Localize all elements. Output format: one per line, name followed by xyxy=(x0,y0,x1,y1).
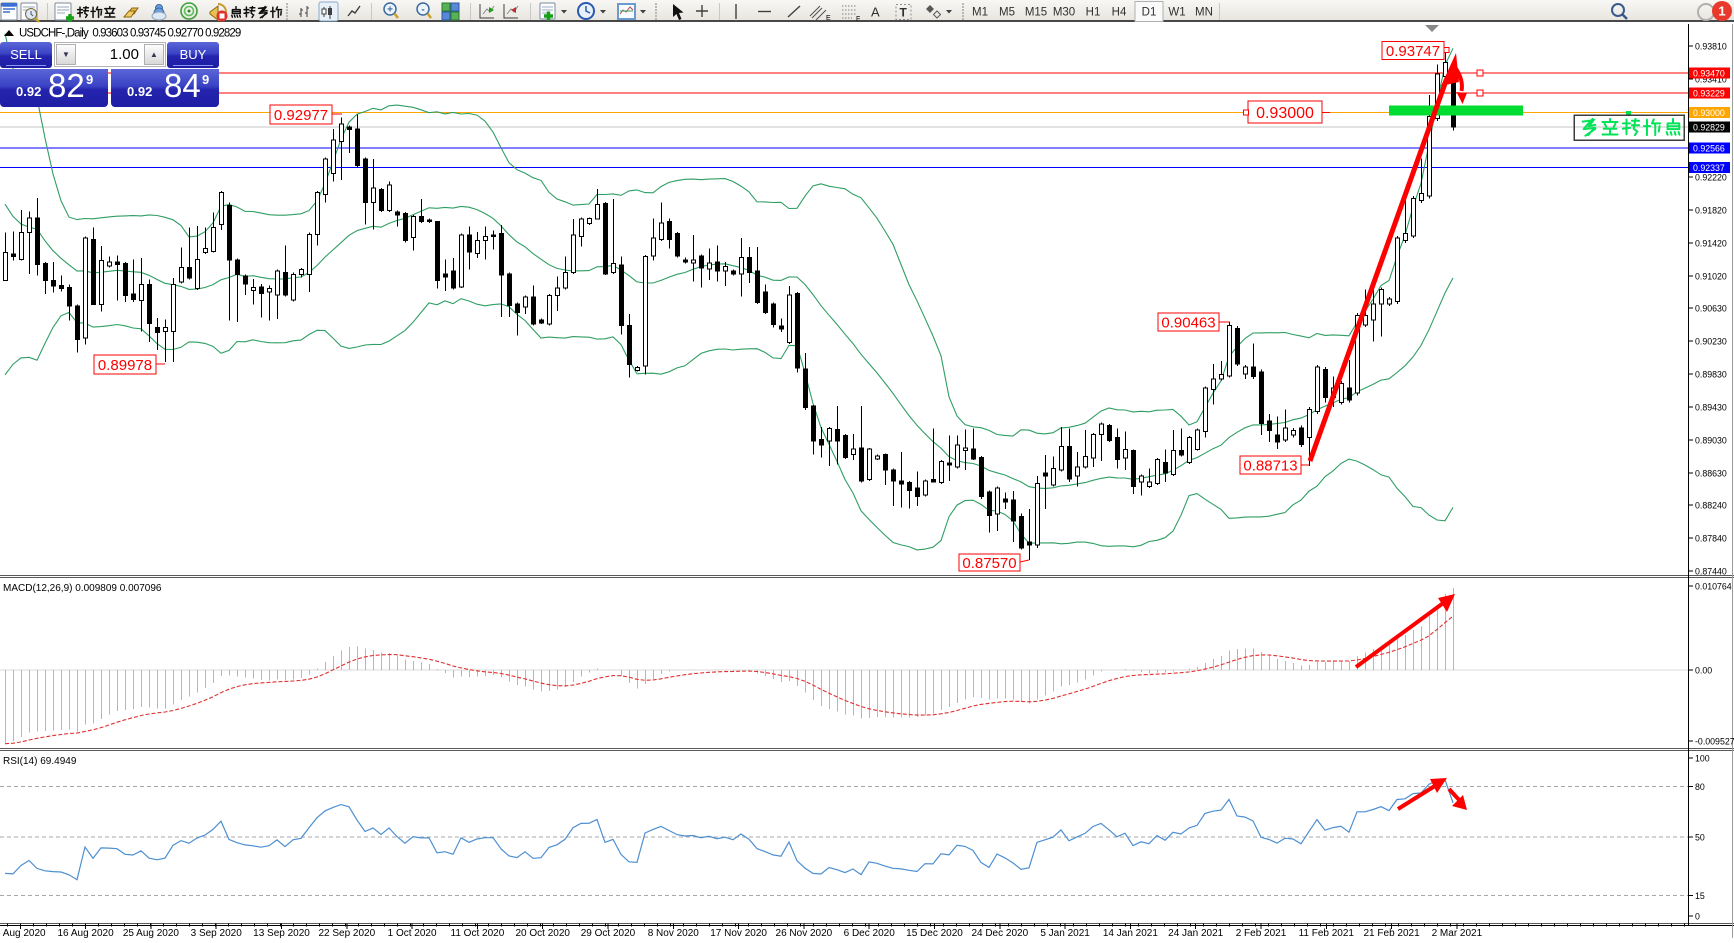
svg-text:+: + xyxy=(387,5,393,16)
svg-text:0.010764: 0.010764 xyxy=(1695,582,1732,592)
svg-text:0.90230: 0.90230 xyxy=(1695,337,1727,347)
svg-text:0.88713: 0.88713 xyxy=(1243,457,1297,474)
svg-text:-0.009527: -0.009527 xyxy=(1695,737,1734,747)
svg-text:6 Aug 2020: 6 Aug 2020 xyxy=(0,928,46,938)
svg-text:11 Oct 2020: 11 Oct 2020 xyxy=(451,928,505,938)
svg-text:16 Aug 2020: 16 Aug 2020 xyxy=(58,928,115,938)
svg-text:17 Nov 2020: 17 Nov 2020 xyxy=(710,928,767,938)
svg-text:W1: W1 xyxy=(1168,7,1185,19)
svg-text:8 Nov 2020: 8 Nov 2020 xyxy=(648,928,700,938)
svg-text:M1: M1 xyxy=(972,7,988,19)
svg-text:0.88630: 0.88630 xyxy=(1695,468,1727,478)
svg-text:0.93747: 0.93747 xyxy=(1386,43,1440,60)
svg-text:0.00: 0.00 xyxy=(1695,666,1712,676)
svg-text:22 Sep 2020: 22 Sep 2020 xyxy=(318,928,375,938)
svg-text:24 Dec 2020: 24 Dec 2020 xyxy=(971,928,1028,938)
svg-text:0.88240: 0.88240 xyxy=(1695,501,1727,511)
svg-text:2 Feb 2021: 2 Feb 2021 xyxy=(1236,928,1287,938)
svg-text:M5: M5 xyxy=(999,7,1015,19)
svg-text:MACD(12,26,9) 0.009809 0.00709: MACD(12,26,9) 0.009809 0.007096 xyxy=(3,583,162,594)
svg-text:MN: MN xyxy=(1195,7,1213,19)
svg-text:5 Jan 2021: 5 Jan 2021 xyxy=(1040,928,1090,938)
svg-text:0.93470: 0.93470 xyxy=(1693,69,1725,79)
svg-text:E: E xyxy=(826,15,831,22)
svg-text:M30: M30 xyxy=(1053,7,1075,19)
svg-text:80: 80 xyxy=(1695,782,1705,792)
svg-text:0.91420: 0.91420 xyxy=(1695,238,1727,248)
svg-text:29 Oct 2020: 29 Oct 2020 xyxy=(581,928,636,938)
svg-text:25 Aug 2020: 25 Aug 2020 xyxy=(123,928,180,938)
svg-text:0.89830: 0.89830 xyxy=(1695,369,1727,379)
svg-text:0.92337: 0.92337 xyxy=(1693,163,1725,173)
svg-text:0.93810: 0.93810 xyxy=(1695,42,1727,52)
svg-text:26 Nov 2020: 26 Nov 2020 xyxy=(776,928,833,938)
svg-text:F: F xyxy=(856,16,860,23)
svg-text:11 Feb 2021: 11 Feb 2021 xyxy=(1299,928,1355,938)
svg-text:21 Feb 2021: 21 Feb 2021 xyxy=(1364,928,1421,938)
svg-text:50: 50 xyxy=(1695,832,1705,842)
svg-text:15: 15 xyxy=(1695,891,1705,901)
svg-text:13 Sep 2020: 13 Sep 2020 xyxy=(253,928,310,938)
svg-text:0.93410: 0.93410 xyxy=(1695,74,1727,84)
svg-text:H4: H4 xyxy=(1112,7,1127,19)
svg-text:100: 100 xyxy=(1695,754,1710,764)
svg-text:0.89978: 0.89978 xyxy=(98,357,152,374)
svg-text:0.87440: 0.87440 xyxy=(1695,566,1727,576)
svg-text:T: T xyxy=(900,6,908,20)
svg-text:0.92829: 0.92829 xyxy=(1693,123,1725,133)
svg-text:0.90630: 0.90630 xyxy=(1695,304,1727,314)
svg-text:H1: H1 xyxy=(1086,7,1101,19)
svg-text:20 Oct 2020: 20 Oct 2020 xyxy=(515,928,570,938)
svg-text:6 Dec 2020: 6 Dec 2020 xyxy=(844,928,896,938)
svg-text:15 Dec 2020: 15 Dec 2020 xyxy=(906,928,963,938)
svg-text:0.93000: 0.93000 xyxy=(1256,105,1314,122)
svg-text:14 Jan 2021: 14 Jan 2021 xyxy=(1103,928,1158,938)
svg-text:24 Jan 2021: 24 Jan 2021 xyxy=(1168,928,1223,938)
svg-text:0.92220: 0.92220 xyxy=(1695,173,1727,183)
svg-text:3 Sep 2020: 3 Sep 2020 xyxy=(191,928,243,938)
svg-text:0.92977: 0.92977 xyxy=(274,107,328,124)
svg-text:0.90463: 0.90463 xyxy=(1161,314,1215,331)
svg-text:D1: D1 xyxy=(1142,7,1157,19)
svg-text:0.89430: 0.89430 xyxy=(1695,402,1727,412)
svg-text:0.87840: 0.87840 xyxy=(1695,533,1727,543)
svg-text:0.92566: 0.92566 xyxy=(1693,144,1725,154)
svg-text:2 Mar 2021: 2 Mar 2021 xyxy=(1432,928,1483,938)
svg-text:0.93000: 0.93000 xyxy=(1693,108,1725,118)
svg-text:0.91820: 0.91820 xyxy=(1695,205,1727,215)
svg-text:USDCHF-,Daily 0.93603 0.93745: USDCHF-,Daily 0.93603 0.93745 0.92770 0.… xyxy=(19,28,241,40)
svg-text:1: 1 xyxy=(1718,4,1725,19)
svg-text:A: A xyxy=(871,5,880,20)
svg-text:0.89030: 0.89030 xyxy=(1695,435,1727,445)
svg-text:-: - xyxy=(421,5,424,16)
svg-text:0: 0 xyxy=(1695,912,1700,922)
svg-text:1 Oct 2020: 1 Oct 2020 xyxy=(388,928,437,938)
svg-text:M15: M15 xyxy=(1025,7,1047,19)
svg-text:0.87570: 0.87570 xyxy=(962,555,1016,572)
svg-text:0.93229: 0.93229 xyxy=(1693,89,1725,99)
svg-text:RSI(14) 69.4949: RSI(14) 69.4949 xyxy=(3,756,77,767)
svg-text:0.91020: 0.91020 xyxy=(1695,271,1727,281)
